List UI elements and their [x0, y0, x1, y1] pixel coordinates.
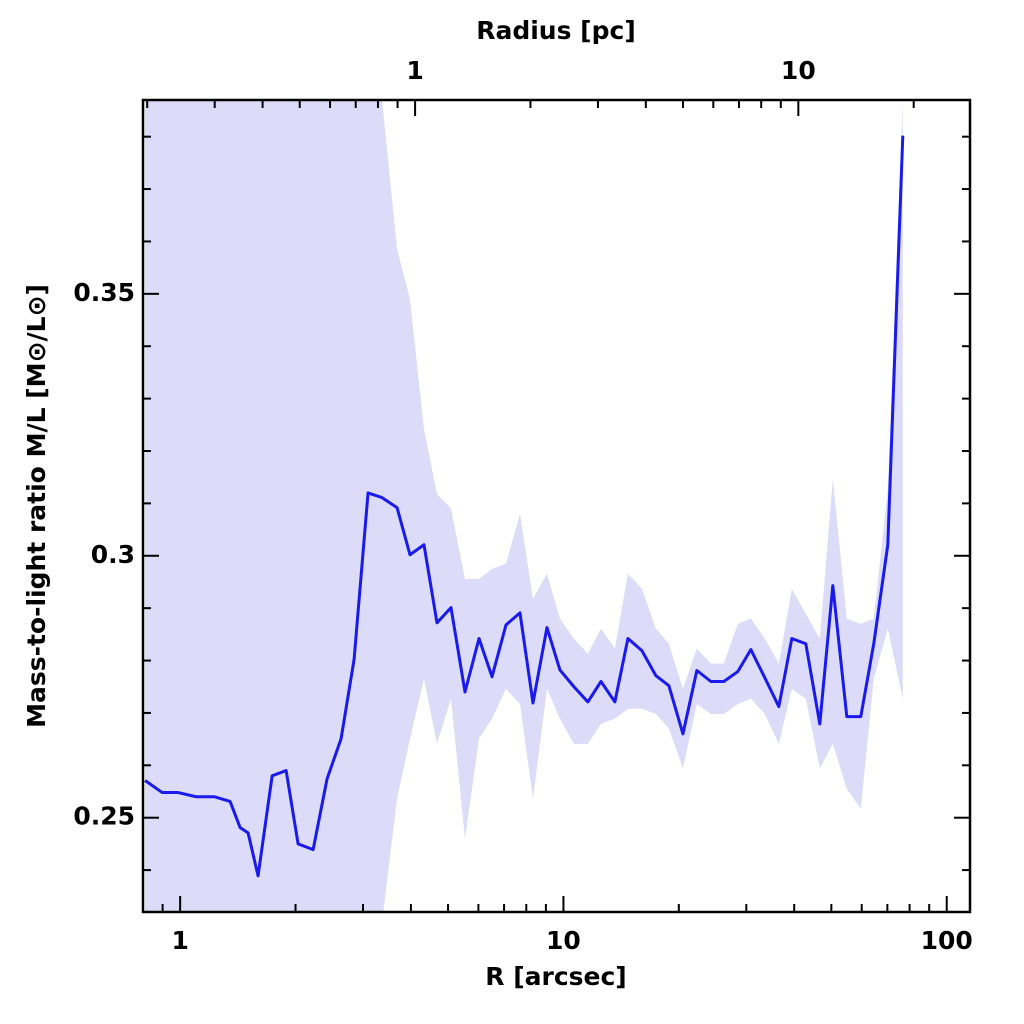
y-tick-label: 0.25 — [73, 802, 135, 831]
x-tick-label: 100 — [921, 926, 973, 955]
x-tick-label: 10 — [546, 926, 581, 955]
uncertainty-band — [145, 100, 903, 912]
x-axis-label: R [arcsec] — [485, 962, 626, 991]
x2-tick-label: 1 — [406, 56, 423, 85]
line — [144, 135, 905, 878]
plot-area — [144, 100, 905, 912]
y-axis-label: Mass-to-light ratio M/L [M⊙/L⊙] — [22, 284, 51, 728]
y-tick-label: 0.3 — [91, 540, 135, 569]
y-tick-label: 0.35 — [73, 278, 135, 307]
x-tick-label: 1 — [171, 926, 188, 955]
x2-tick-label: 10 — [781, 56, 816, 85]
x2-axis-label: Radius [pc] — [476, 16, 636, 45]
plot-frame — [141, 98, 972, 914]
